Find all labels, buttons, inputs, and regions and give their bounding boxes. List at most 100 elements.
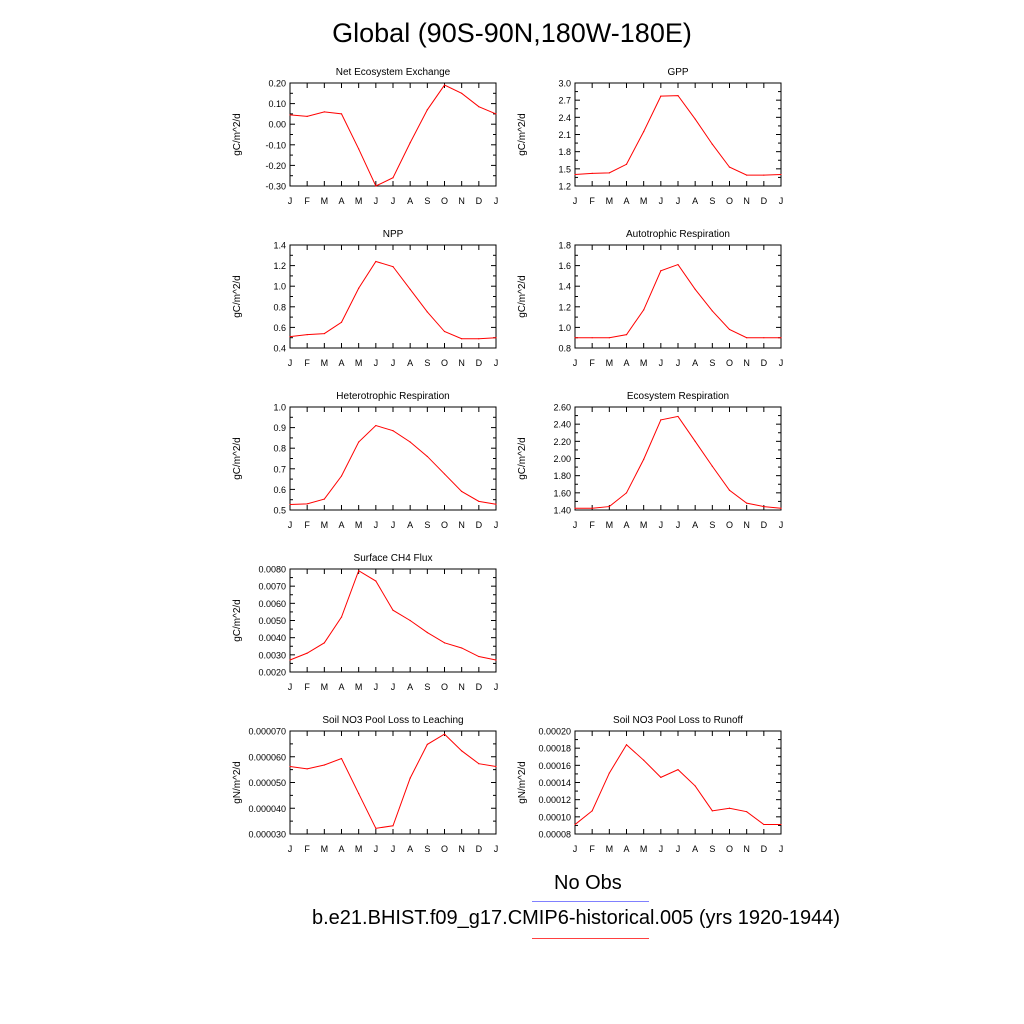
data-point (358, 287, 360, 289)
data-point (461, 338, 463, 340)
data-point (306, 115, 308, 117)
data-point (375, 580, 377, 582)
data-point (426, 109, 428, 111)
x-tick-label: N (743, 196, 750, 206)
x-tick-label: A (338, 196, 344, 206)
y-tick-label: 0.00012 (538, 795, 571, 805)
data-point (306, 652, 308, 654)
y-tick-label: 0.000030 (248, 830, 286, 840)
y-tick-label: 0.10 (268, 99, 286, 109)
plot-frame (574, 730, 782, 835)
data-point (478, 106, 480, 108)
x-tick-label: J (659, 196, 664, 206)
data-point (409, 142, 411, 144)
x-tick-label: J (779, 520, 784, 530)
chart-title: Autotrophic Respiration (626, 229, 730, 240)
x-tick-label: O (441, 358, 448, 368)
x-tick-label: S (424, 844, 430, 854)
x-tick-label: D (476, 520, 483, 530)
y-tick-label: 1.80 (553, 471, 571, 481)
x-tick-label: J (391, 196, 396, 206)
x-tick-label: S (709, 520, 715, 530)
data-point (289, 336, 291, 338)
x-tick-label: A (692, 196, 698, 206)
data-point (763, 823, 765, 826)
x-tick-label: N (743, 520, 750, 530)
data-point (746, 502, 748, 504)
chart-title: Heterotrophic Respiration (336, 391, 449, 402)
data-point (323, 498, 325, 500)
plot-frame (574, 82, 782, 187)
x-tick-label: M (355, 520, 363, 530)
data-point (591, 337, 593, 339)
x-tick-label: D (761, 196, 768, 206)
y-tick-label: 2.60 (553, 403, 571, 413)
x-tick-label: J (573, 358, 578, 368)
panel-soil-no3-pool-loss-to-runoff: Soil NO3 Pool Loss to Runoff gN/m^2/d 0.00… (517, 715, 783, 854)
data-point (426, 311, 428, 313)
x-tick-label: S (709, 196, 715, 206)
x-tick-label: D (476, 844, 483, 854)
x-tick-label: F (589, 196, 595, 206)
y-tick-label: 0.00020 (538, 727, 571, 737)
data-point (625, 163, 628, 165)
x-tick-label: J (288, 520, 293, 530)
x-tick-label: N (458, 844, 465, 854)
x-tick-label: M (321, 196, 329, 206)
data-point (728, 489, 731, 491)
x-tick-label: J (374, 520, 379, 530)
y-tick-label: 1.0 (273, 282, 286, 292)
y-tick-label: 0.00010 (538, 812, 571, 822)
x-tick-label: J (573, 520, 578, 530)
y-tick-label: 0.0080 (258, 565, 286, 575)
chart-title: GPP (667, 67, 688, 78)
y-tick-label: 0.0070 (258, 582, 286, 592)
data-point (495, 659, 497, 661)
data-point (643, 458, 645, 460)
data-point (409, 441, 411, 443)
x-tick-label: A (338, 682, 344, 692)
y-tick-label: 1.0 (273, 403, 286, 413)
y-tick-label: 0.0020 (258, 668, 286, 678)
y-axis-label: gC/m^2/d (517, 275, 528, 318)
chart-title: Surface CH4 Flux (354, 553, 433, 564)
panel-heterotrophic-respiration: Heterotrophic Respiration gC/m^2/d 1.0 0.9 0… (232, 391, 498, 530)
x-tick-label: F (589, 520, 595, 530)
data-point (340, 757, 343, 760)
data-point (694, 288, 696, 290)
data-point (289, 659, 291, 661)
data-point (763, 505, 765, 508)
y-tick-label: 2.7 (558, 96, 571, 106)
y-tick-label: 0.6 (273, 323, 286, 333)
x-tick-label: J (676, 520, 681, 530)
x-tick-label: M (606, 196, 614, 206)
data-point (443, 84, 446, 86)
x-tick-label: A (407, 844, 413, 854)
y-tick-label: 0.4 (273, 344, 286, 354)
x-tick-label: M (321, 358, 329, 368)
data-point (306, 334, 308, 336)
series-line (574, 95, 782, 176)
x-tick-label: M (640, 196, 648, 206)
data-point (643, 131, 645, 133)
x-tick-label: S (424, 682, 430, 692)
x-tick-label: N (743, 844, 750, 854)
x-tick-label: A (692, 358, 698, 368)
x-tick-label: F (304, 358, 310, 368)
series-line (575, 415, 782, 509)
y-axis-label: gC/m^2/d (517, 437, 528, 480)
data-point (461, 647, 463, 649)
panel-surface-ch4-flux: Surface CH4 Flux gC/m^2/d 0.0080 0.0070 0.00… (232, 553, 498, 692)
chart-title: Net Ecosystem Exchange (336, 67, 451, 78)
x-tick-label: O (726, 196, 733, 206)
x-tick-label: J (494, 520, 499, 530)
y-tick-label: 0.20 (268, 79, 286, 89)
chart-title: Soil NO3 Pool Loss to Runoff (613, 715, 743, 726)
data-point (643, 309, 645, 311)
y-tick-label: 0.6 (273, 485, 286, 495)
x-tick-label: F (304, 196, 310, 206)
x-tick-label: D (476, 682, 483, 692)
